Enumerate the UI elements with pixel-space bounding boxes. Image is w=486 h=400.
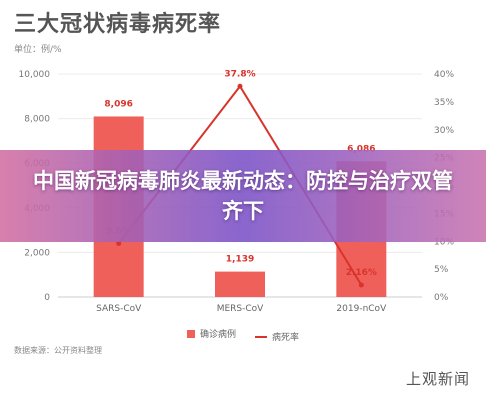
unit-label: 单位：例/% — [14, 45, 62, 55]
x-tick-label: 2019-nCoV — [336, 304, 387, 314]
line-value-label: 37.8% — [224, 69, 255, 79]
legend-label-bar: 确诊病例 — [200, 330, 237, 340]
legend-item-line: 病死率 — [254, 330, 299, 343]
y-right-tick-label: 0% — [434, 293, 449, 303]
legend-label-line: 病死率 — [271, 333, 299, 343]
legend-swatch-bar — [187, 329, 196, 338]
publisher-logo: 上观新闻 — [405, 370, 470, 388]
y-left-tick-label: 8,000 — [24, 115, 50, 125]
bar — [215, 271, 265, 297]
bar-value-label: 1,139 — [226, 255, 254, 265]
y-left-tick-label: 2,000 — [24, 248, 50, 258]
y-left-tick-label: 10,000 — [19, 70, 51, 80]
y-right-tick-label: 30% — [434, 126, 454, 136]
line-point — [237, 83, 243, 89]
line-point — [358, 282, 364, 288]
y-right-tick-label: 40% — [434, 70, 454, 80]
x-tick-label: SARS-CoV — [96, 304, 142, 314]
x-tick-label: MERS-CoV — [217, 304, 264, 314]
headline-banner: 中国新冠病毒肺炎最新动态：防控与治疗双管齐下 — [0, 150, 486, 242]
line-value-label: 2.16% — [346, 268, 377, 278]
bar-value-label: 6,086 — [347, 144, 375, 154]
legend-swatch-line — [254, 335, 267, 338]
y-right-tick-label: 35% — [434, 98, 454, 108]
line-point — [116, 240, 122, 246]
y-left-tick-label: 0 — [44, 293, 50, 303]
legend: 确诊病例 病死率 — [0, 327, 486, 343]
headline-text: 中国新冠病毒肺炎最新动态：防控与治疗双管齐下 — [33, 169, 453, 223]
y-right-tick-label: 5% — [434, 265, 449, 275]
y-right-tick-label: 10% — [434, 237, 454, 247]
data-source: 数据来源：公开资料整理 — [14, 346, 102, 355]
bar-value-label: 8,096 — [104, 99, 132, 109]
chart-title: 三大冠状病毒病死率 — [14, 12, 222, 37]
legend-item-bar: 确诊病例 — [187, 327, 236, 340]
